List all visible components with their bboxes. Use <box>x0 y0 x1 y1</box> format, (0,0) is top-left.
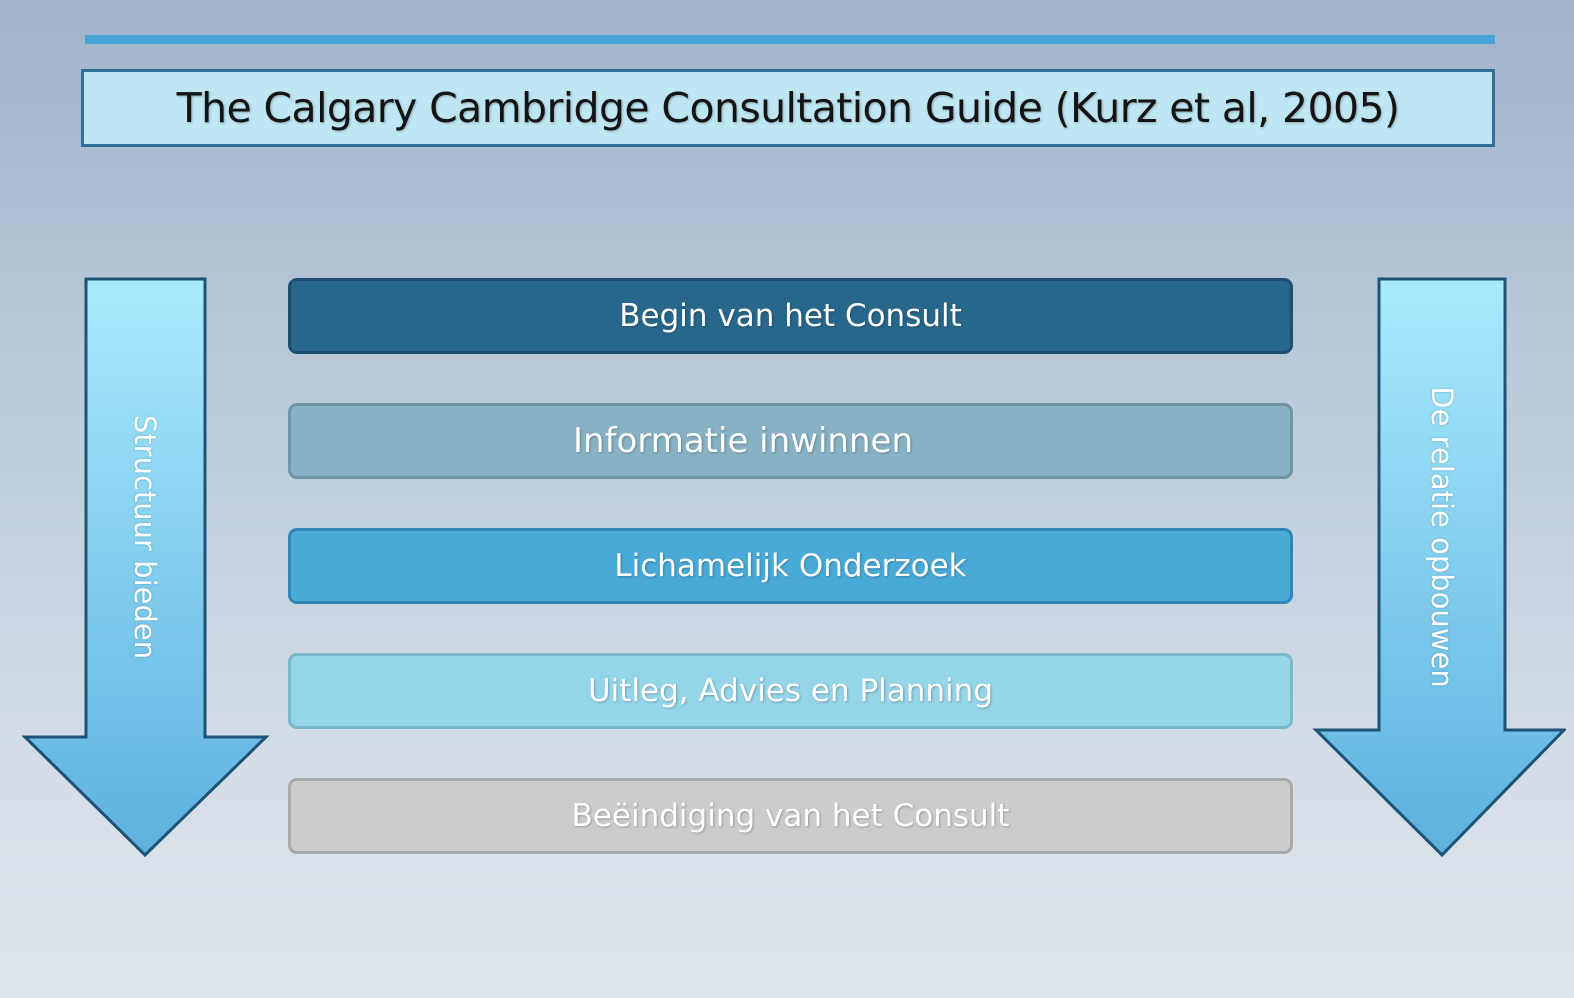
arrow-label-relationship: De relatie opbouwen <box>1425 386 1459 688</box>
arrow-label-structure: Structuur bieden <box>128 414 162 660</box>
right-down-arrow: De relatie opbouwen <box>1312 277 1566 859</box>
page-title: The Calgary Cambridge Consultation Guide… <box>176 84 1400 132</box>
phase-label: Begin van het Consult <box>619 298 962 334</box>
phase-begin: Begin van het Consult <box>288 278 1293 354</box>
phase-information-gathering: Informatie inwinnen <box>288 403 1293 479</box>
arrow-down-icon <box>22 277 270 858</box>
left-down-arrow: Structuur bieden <box>22 277 276 859</box>
consultation-phases: Begin van het Consult Informatie inwinne… <box>288 278 1293 854</box>
phase-label: Informatie inwinnen <box>573 421 913 461</box>
arrow-down-icon <box>1312 277 1566 858</box>
phase-label: Lichamelijk Onderzoek <box>614 548 967 584</box>
phase-physical-examination: Lichamelijk Onderzoek <box>288 528 1293 604</box>
phase-label: Uitleg, Advies en Planning <box>587 673 993 709</box>
phase-label: Beëindiging van het Consult <box>571 798 1010 834</box>
top-accent-rule <box>85 35 1495 44</box>
title-box: The Calgary Cambridge Consultation Guide… <box>81 69 1495 147</box>
phase-explanation-planning: Uitleg, Advies en Planning <box>288 653 1293 729</box>
phase-closing: Beëindiging van het Consult <box>288 778 1293 854</box>
